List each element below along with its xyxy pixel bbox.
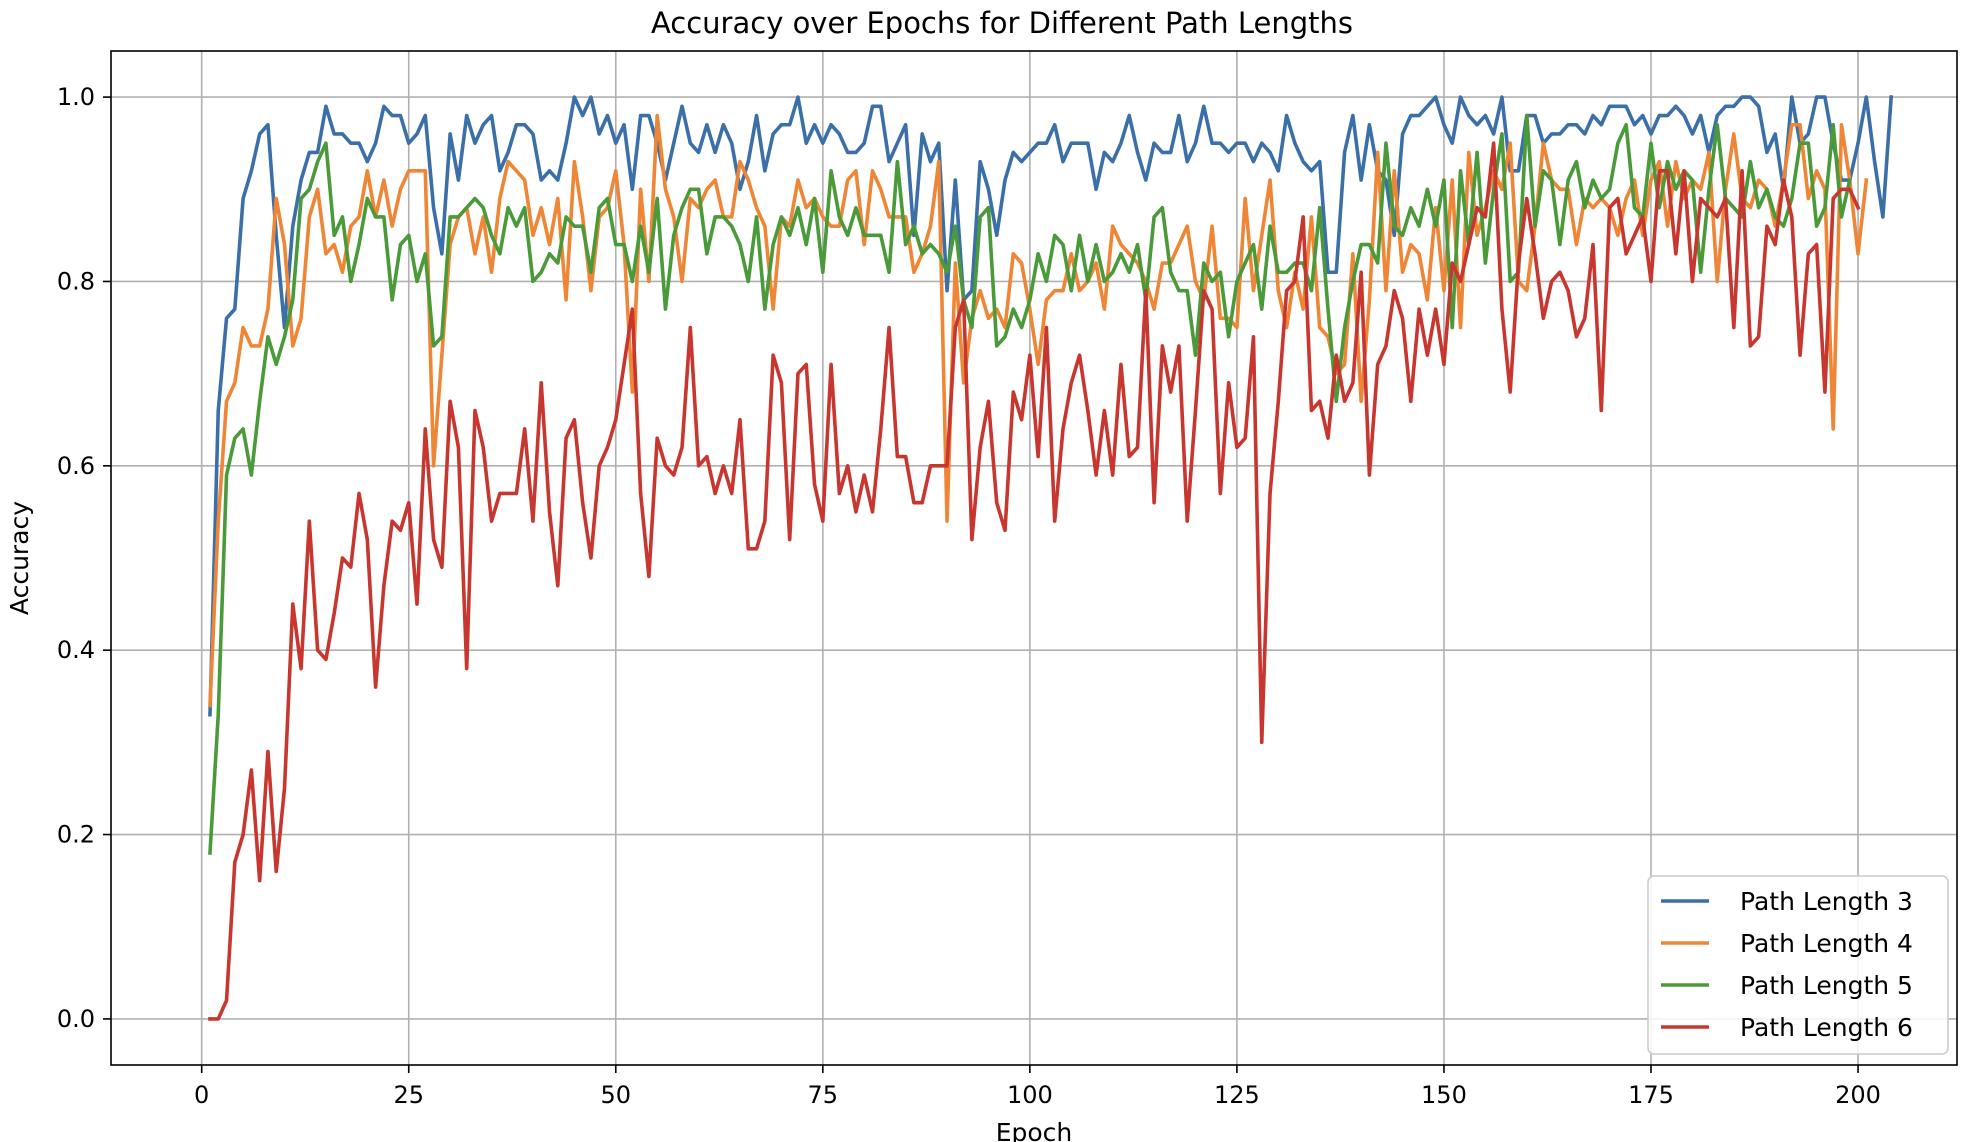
x-tick-label: 50 bbox=[600, 1081, 631, 1109]
y-tick-label: 0.6 bbox=[57, 452, 95, 480]
axis-ticks: 0 25 50 75 100 125 150 175 200 0.0 0.2 0.4 0.6 0.8 1.0 bbox=[57, 83, 1881, 1109]
y-tick-label: 0.8 bbox=[57, 267, 95, 295]
x-tick-label: 125 bbox=[1214, 1081, 1260, 1109]
x-tick-label: 200 bbox=[1835, 1081, 1881, 1109]
legend-label: Path Length 6 bbox=[1740, 1013, 1913, 1042]
y-tick-label: 1.0 bbox=[57, 83, 95, 111]
x-tick-label: 175 bbox=[1628, 1081, 1674, 1109]
legend-label: Path Length 5 bbox=[1740, 971, 1913, 1000]
x-tick-label: 150 bbox=[1421, 1081, 1467, 1109]
x-axis-label: Epoch bbox=[996, 1118, 1073, 1142]
legend-label: Path Length 3 bbox=[1740, 887, 1913, 916]
chart-title: Accuracy over Epochs for Different Path … bbox=[651, 6, 1353, 40]
x-tick-label: 100 bbox=[1007, 1081, 1053, 1109]
series-line-path-length-5 bbox=[208, 113, 1852, 855]
series-line-path-length-3 bbox=[208, 95, 1894, 717]
x-tick-label: 0 bbox=[194, 1081, 209, 1109]
series-line-path-length-4 bbox=[208, 113, 1869, 708]
series-line-path-length-6 bbox=[208, 141, 1861, 1021]
y-tick-label: 0.2 bbox=[57, 821, 95, 849]
y-tick-label: 0.0 bbox=[57, 1005, 95, 1033]
legend: Path Length 3 Path Length 4 Path Length 5 P… bbox=[1647, 875, 1949, 1055]
series-lines bbox=[208, 95, 1894, 1021]
y-tick-label: 0.4 bbox=[57, 636, 95, 664]
y-axis-label: Accuracy bbox=[5, 501, 34, 615]
legend-box bbox=[1647, 875, 1949, 1055]
plot-frame bbox=[110, 50, 1958, 1066]
x-tick-label: 25 bbox=[393, 1081, 424, 1109]
x-tick-label: 75 bbox=[808, 1081, 839, 1109]
legend-label: Path Length 4 bbox=[1740, 929, 1913, 958]
